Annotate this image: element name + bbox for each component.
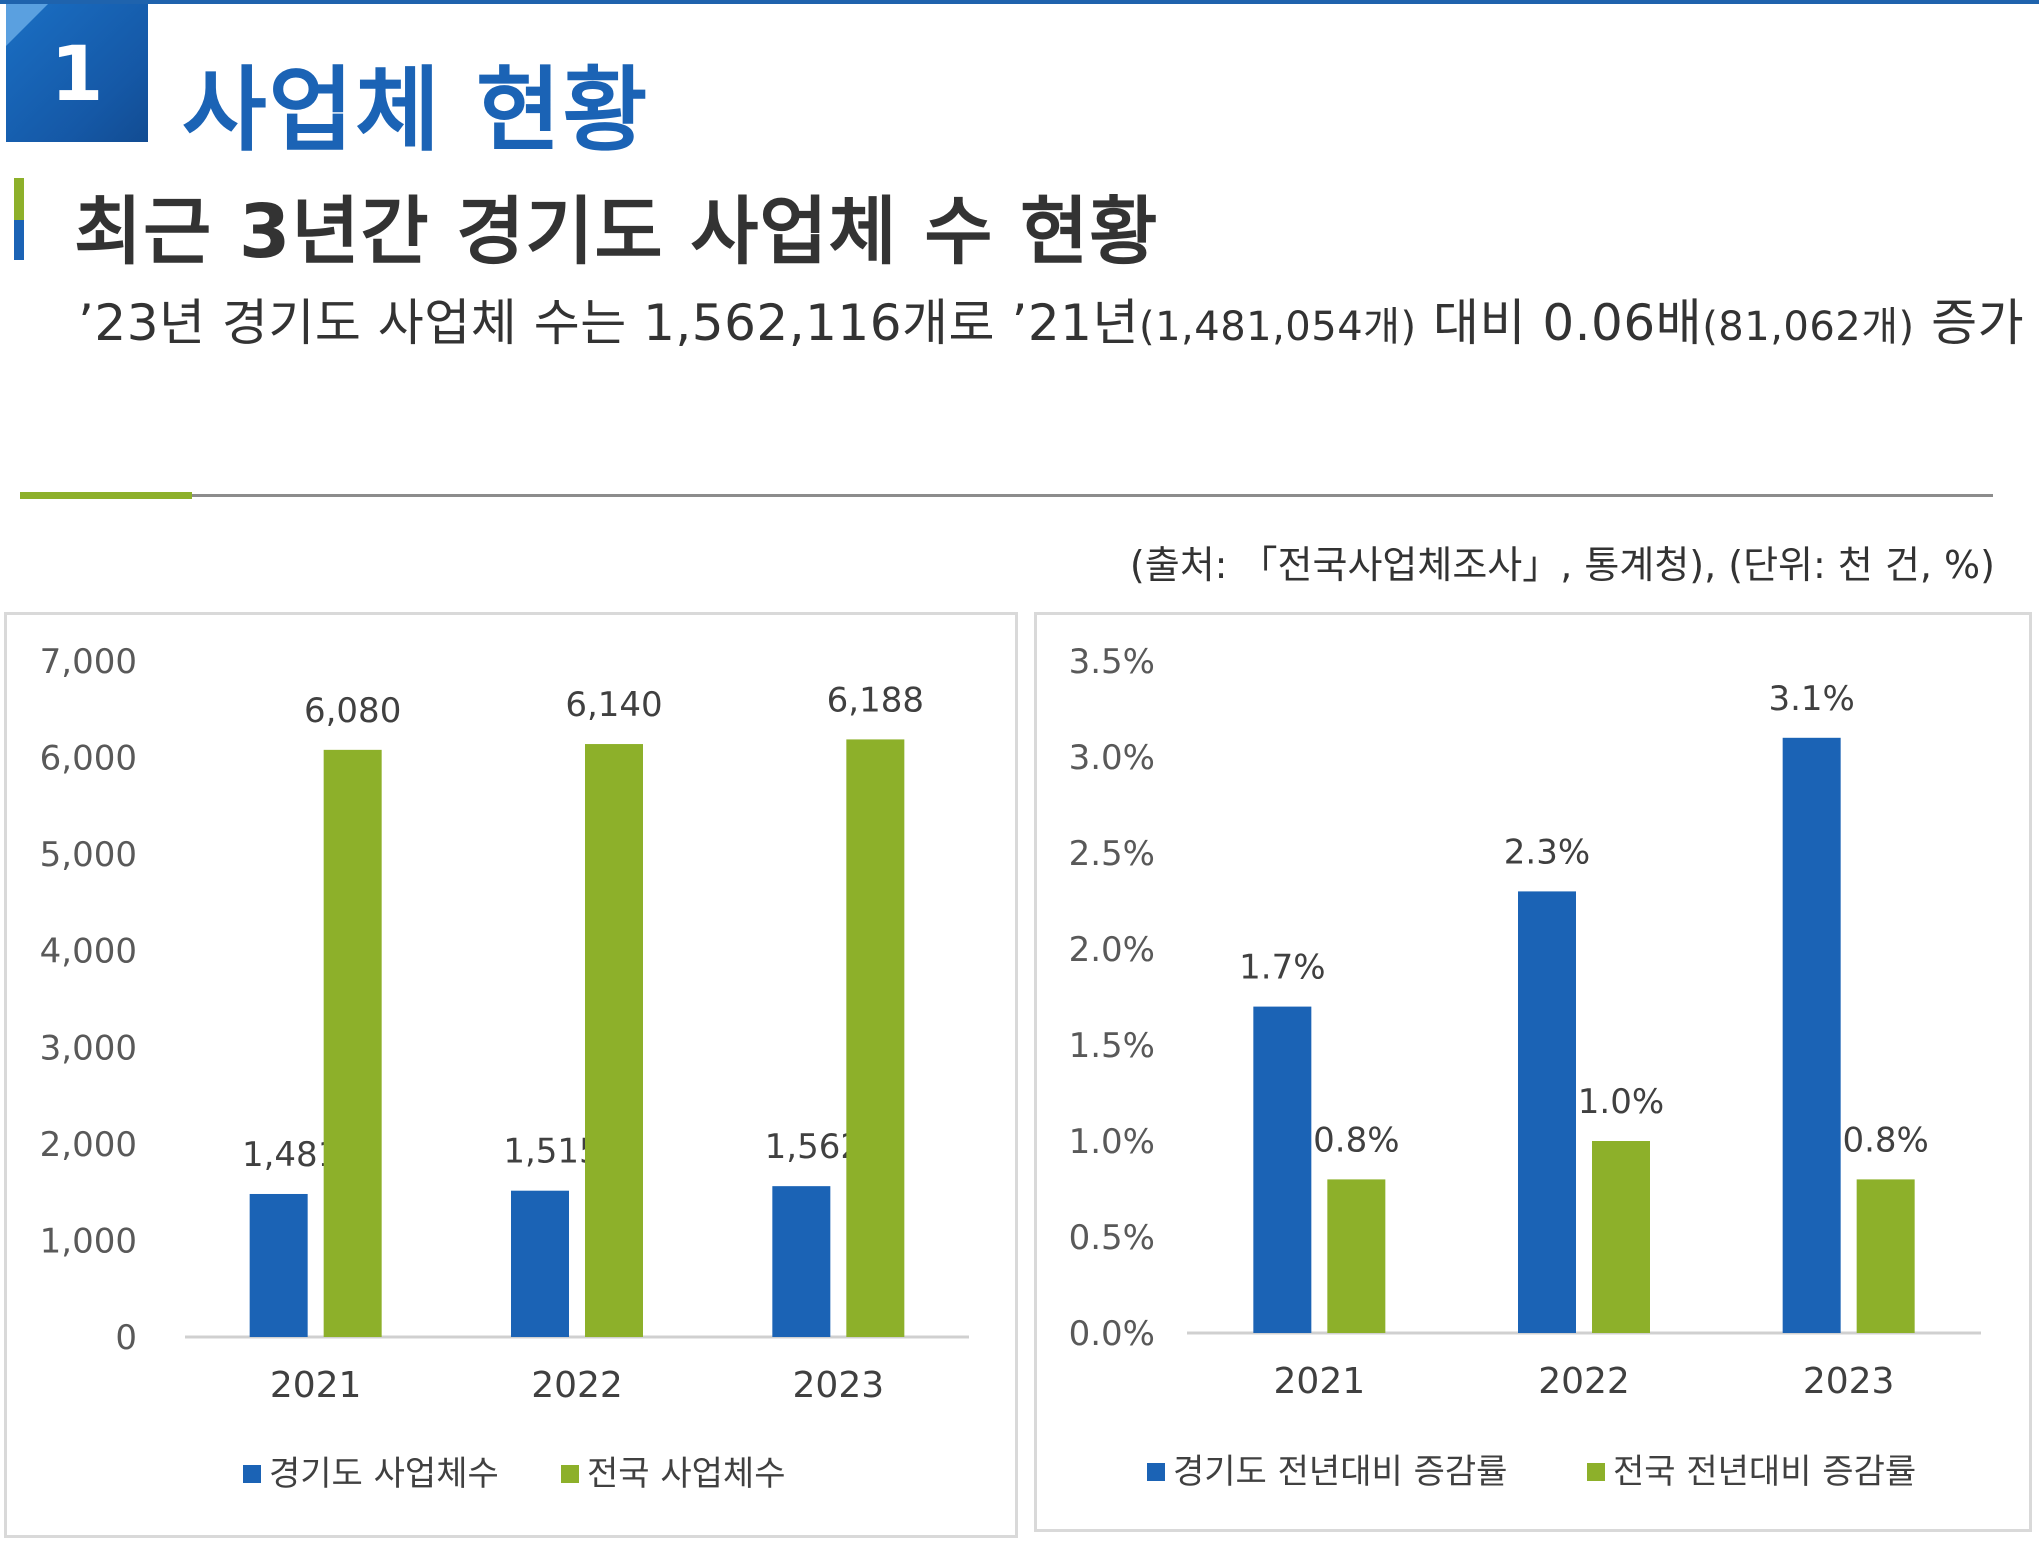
y-tick-label: 0.5% [1069,1218,1155,1258]
data-label: 6,140 [565,685,662,725]
y-tick-label: 5,000 [40,835,137,875]
subtitle: 최근 3년간 경기도 사업체 수 현황 [74,189,1159,275]
data-label: 3.1% [1768,679,1854,719]
x-tick-label: 2022 [1538,1361,1630,1402]
summary-part-note: (81,062개) [1702,304,1915,350]
x-tick-label: 2023 [1803,1361,1895,1402]
y-tick-label: 3,000 [40,1028,137,1068]
x-tick-label: 2021 [1274,1361,1366,1402]
bar-gyeonggi-2023 [772,1186,831,1337]
bar-gyeonggi-2022 [511,1190,569,1337]
y-tick-label: 0 [115,1318,137,1358]
summary-part: 대비 0.06배 [1416,294,1703,352]
summary-part-note: (1,481,054개) [1138,304,1417,350]
data-label: 2.3% [1504,832,1590,872]
business-count-chart-panel: 0 1,000 2,000 3,000 4,000 5,000 6,000 7,000 1,48… [4,612,1018,1538]
subtitle-marker-blue [14,220,24,260]
growth-rate-chart: 0.0% 0.5% 1.0% 1.5% 2.0% 2.5% 3.0% 3.5% 1.7% 0.8%… [1069,642,1981,1492]
data-label: 1.0% [1578,1082,1664,1122]
x-tick-label: 2021 [270,1365,362,1406]
section-title: 사업체 현황 [182,57,650,164]
header-top-line [0,0,2039,4]
bar-gyeonggi-2023 [1782,737,1841,1333]
summary-part: ’23년 경기도 사업체 수는 1,562,116개로 ’21년 [78,294,1139,352]
bar-national-2022 [585,744,643,1337]
legend-swatch [1147,1463,1165,1481]
bar-national-2023 [846,739,905,1337]
legend-swatch [1587,1463,1605,1481]
legend-swatch [561,1465,579,1483]
y-tick-label: 3.0% [1069,738,1155,778]
legend-label: 전국 전년대비 증감률 [1613,1452,1916,1492]
y-tick-label: 3.5% [1069,642,1155,682]
legend-label: 경기도 사업체수 [269,1454,499,1494]
bar-gyeonggi-2021 [1253,1006,1312,1333]
legend-label: 전국 사업체수 [587,1454,786,1494]
summary-text: ’23년 경기도 사업체 수는 1,562,116개로 ’21년(1,481,0… [78,282,2028,368]
y-tick-label: 4,000 [40,932,137,972]
divider-accent [20,492,192,499]
y-tick-label: 1.5% [1069,1026,1155,1066]
data-label: 1,481 [242,1135,339,1175]
bar-national-2022 [1592,1141,1650,1333]
y-tick-label: 2,000 [40,1125,137,1165]
x-tick-label: 2022 [531,1365,623,1406]
legend-swatch [243,1465,261,1483]
business-count-chart: 0 1,000 2,000 3,000 4,000 5,000 6,000 7,000 1,48… [40,642,969,1494]
data-label: 0.8% [1313,1120,1399,1160]
bar-gyeonggi-2022 [1518,891,1576,1333]
data-label: 6,080 [304,691,401,731]
bar-national-2021 [1327,1179,1386,1333]
subtitle-marker-green [14,178,24,220]
legend-label: 경기도 전년대비 증감률 [1173,1452,1507,1492]
y-tick-label: 0.0% [1069,1314,1155,1354]
y-tick-label: 2.0% [1069,930,1155,970]
source-note: (출처: 「전국사업체조사」, 통계청), (단위: 천 건, %) [1129,543,1995,587]
growth-rate-chart-panel: 0.0% 0.5% 1.0% 1.5% 2.0% 2.5% 3.0% 3.5% 1.7% 0.8%… [1034,612,2032,1532]
data-label: 1,562 [765,1127,862,1167]
data-label: 0.8% [1842,1120,1928,1160]
summary-part: 증가 [1914,294,2025,352]
divider-line [20,494,1993,497]
y-tick-label: 7,000 [40,642,137,682]
data-label: 1,515 [503,1132,600,1172]
section-number-badge: 1 [6,4,148,142]
x-tick-label: 2023 [793,1365,885,1406]
y-tick-label: 2.5% [1069,834,1155,874]
data-label: 1.7% [1239,948,1325,988]
bar-national-2021 [323,749,382,1337]
badge-corner-fold [6,4,48,46]
bar-national-2023 [1856,1179,1915,1333]
bar-gyeonggi-2021 [249,1193,308,1337]
section-number: 1 [50,28,104,118]
y-tick-label: 1.0% [1069,1122,1155,1162]
y-tick-label: 6,000 [40,739,137,779]
y-tick-label: 1,000 [40,1221,137,1261]
data-label: 6,188 [827,680,924,720]
